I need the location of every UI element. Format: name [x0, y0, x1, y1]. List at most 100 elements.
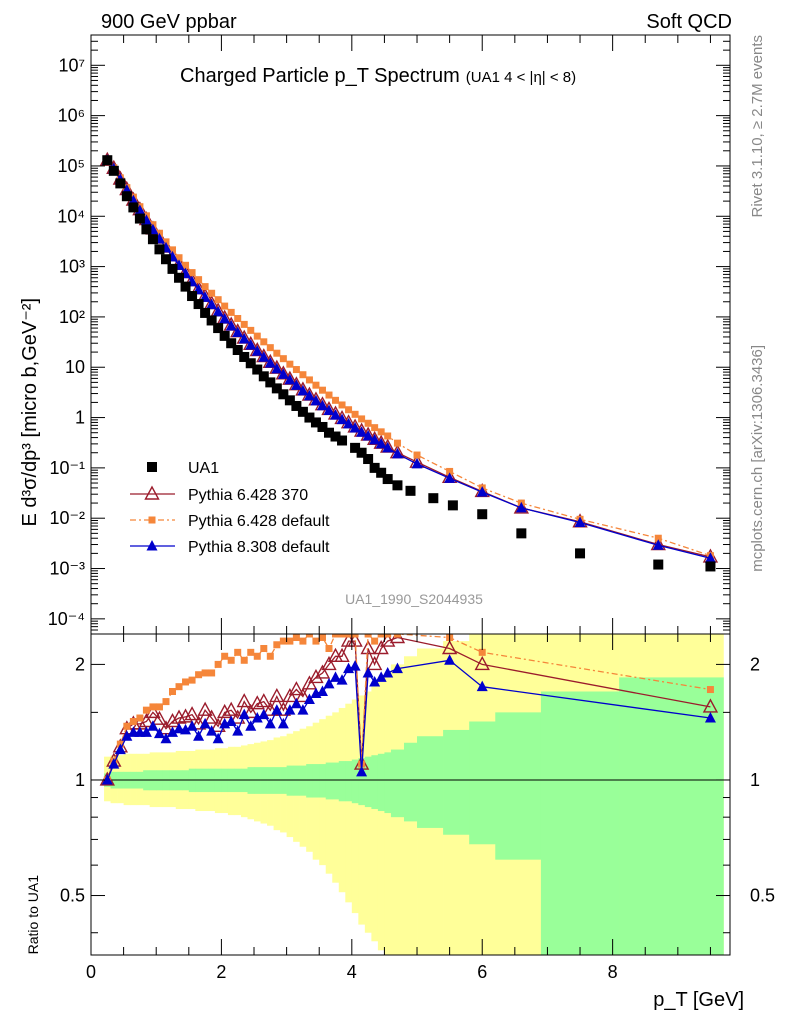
data-point — [128, 202, 139, 213]
data-point — [195, 276, 203, 284]
y-tick-label: 10⁻⁴ — [48, 609, 85, 629]
data-point — [264, 717, 276, 729]
side-text-mcplots: mcplots.cern.ch [arXiv:1306.3436] — [749, 345, 766, 572]
data-point — [213, 323, 224, 334]
data-point — [225, 715, 237, 727]
y-tick-label: 10⁻³ — [49, 559, 85, 579]
data-point — [279, 355, 287, 363]
data-point — [212, 732, 224, 744]
data-point — [332, 634, 340, 638]
band-green-segment — [332, 762, 340, 800]
data-point — [351, 634, 359, 638]
band-green-segment — [319, 764, 327, 798]
data-point — [239, 351, 250, 362]
data-point — [240, 320, 248, 328]
data-point — [323, 427, 334, 438]
data-point — [186, 720, 198, 731]
data-point — [312, 381, 320, 389]
data-point — [330, 431, 341, 442]
data-point — [286, 637, 294, 645]
data-point — [284, 395, 295, 406]
band-green-segment — [312, 764, 320, 798]
data-point — [375, 671, 387, 682]
data-point — [271, 704, 283, 715]
x-tick-label: 6 — [477, 962, 487, 982]
data-point — [219, 330, 230, 341]
data-point — [208, 289, 216, 297]
data-point — [382, 666, 394, 678]
data-point — [238, 332, 250, 344]
data-point — [149, 703, 157, 711]
data-point — [356, 426, 368, 437]
data-point — [411, 457, 423, 469]
data-point — [234, 314, 242, 322]
data-point — [338, 634, 346, 638]
band-yellow-segment — [345, 703, 353, 903]
data-point — [705, 561, 716, 572]
legend-marker — [148, 516, 156, 524]
data-point — [299, 371, 307, 379]
band-green-segment — [417, 736, 444, 828]
data-point — [162, 698, 170, 706]
data-point — [188, 269, 196, 277]
data-point — [225, 319, 237, 331]
data-point — [351, 410, 359, 418]
data-point — [169, 246, 177, 254]
data-point — [441, 640, 458, 655]
data-point — [275, 701, 292, 716]
legend-label: Pythia 8.308 default — [188, 539, 330, 556]
data-point — [376, 467, 387, 478]
data-point — [169, 687, 177, 695]
data-point — [364, 634, 372, 638]
ratio-y-tick-label: 2 — [75, 654, 85, 674]
band-green-segment — [390, 749, 405, 818]
data-point — [182, 678, 190, 686]
data-point — [140, 726, 152, 737]
ratio-axes: 0 2 4 6 8 0.5 0.5 1 1 2 2 — [60, 634, 775, 982]
y-tick-label: 10⁷ — [58, 55, 85, 75]
data-point — [447, 500, 458, 511]
data-point — [362, 666, 374, 678]
data-point — [375, 437, 387, 449]
data-point — [251, 712, 263, 723]
data-point — [364, 419, 372, 427]
data-point — [282, 688, 298, 703]
ratio-series-layer — [91, 634, 730, 786]
band-green-segment — [306, 764, 313, 798]
data-point — [180, 281, 191, 292]
band-green-segment — [469, 721, 496, 845]
legend-marker — [144, 485, 160, 500]
data-point — [271, 383, 282, 394]
data-point — [704, 712, 716, 723]
data-point — [190, 715, 207, 730]
data-point — [221, 302, 229, 310]
data-point — [219, 312, 231, 324]
data-point — [245, 720, 257, 731]
main-ylabel: E d³σ/dp³ [micro b,GeV⁻²] — [19, 298, 41, 527]
data-point — [366, 655, 383, 671]
data-point — [252, 364, 263, 375]
band-green-segment — [619, 677, 724, 955]
data-point — [214, 660, 222, 668]
data-point — [444, 654, 456, 665]
band-green-segment — [377, 753, 385, 812]
band-green-segment — [254, 767, 261, 794]
data-point — [212, 305, 224, 317]
y-tick-label: 10⁶ — [58, 106, 85, 126]
data-point — [227, 308, 235, 316]
data-point — [226, 338, 237, 349]
data-point — [444, 472, 456, 483]
data-point — [247, 648, 255, 656]
series-pythia-8-308-default — [101, 654, 716, 785]
data-point — [134, 204, 146, 216]
data-point — [232, 725, 244, 736]
data-point — [195, 671, 203, 679]
band-yellow-segment — [364, 691, 372, 933]
band-green-segment — [286, 765, 294, 796]
y-tick-label: 1 — [75, 408, 85, 428]
data-point — [358, 415, 366, 423]
data-point — [373, 640, 389, 655]
data-point — [245, 358, 256, 369]
header-left: 900 GeV ppbar — [101, 11, 237, 33]
data-point — [262, 701, 278, 716]
